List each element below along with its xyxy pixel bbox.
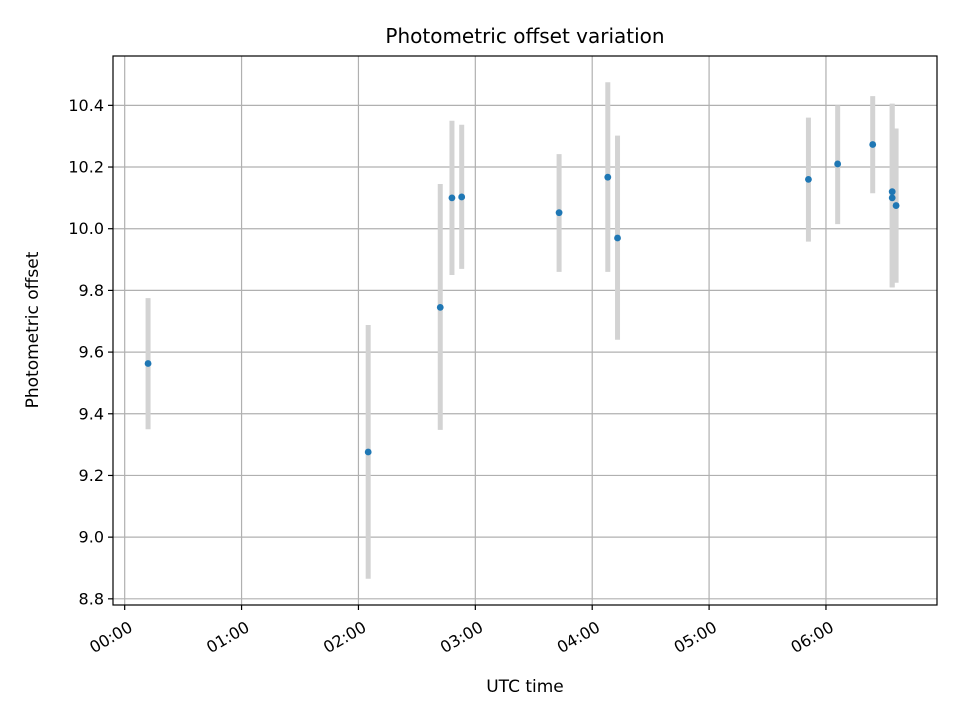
y-tick-label: 10.4 xyxy=(68,96,104,115)
data-point xyxy=(805,175,812,183)
data-point xyxy=(458,193,466,201)
data-point xyxy=(448,194,456,202)
data-point xyxy=(888,188,896,196)
y-tick-label: 9.0 xyxy=(79,528,104,547)
y-grid xyxy=(113,104,937,600)
data-point xyxy=(888,194,896,202)
y-axis-ticks: 8.8 9.0 9.2 9.4 9.6 9.8 10.0 10.2 10.4 xyxy=(68,96,113,608)
y-tick-label: 8.8 xyxy=(79,589,104,608)
x-axis-title: UTC time xyxy=(486,677,564,697)
y-tick-label: 9.6 xyxy=(79,343,104,362)
data-points xyxy=(144,141,900,456)
y-tick-label: 10.0 xyxy=(68,219,104,238)
y-tick-label: 9.8 xyxy=(79,281,104,300)
data-point xyxy=(144,360,152,367)
data-point xyxy=(869,141,877,148)
data-point xyxy=(555,209,563,217)
y-tick-label: 10.2 xyxy=(68,158,104,177)
y-axis-title: Photometric offset xyxy=(23,251,43,408)
data-point xyxy=(892,202,900,209)
data-point xyxy=(436,303,444,311)
y-tick-label: 9.4 xyxy=(79,404,104,423)
chart-title: Photometric offset variation xyxy=(385,24,664,48)
data-point xyxy=(604,173,612,181)
y-tick-label: 9.2 xyxy=(79,466,104,485)
data-point xyxy=(834,160,842,168)
x-grid xyxy=(124,56,827,605)
data-point xyxy=(614,234,621,242)
data-point xyxy=(364,448,372,456)
plot-frame xyxy=(112,55,938,606)
